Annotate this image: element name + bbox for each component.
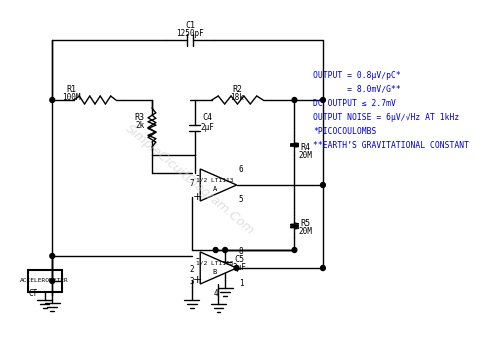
Text: R1: R1 <box>66 86 76 94</box>
Text: 18k: 18k <box>231 93 245 103</box>
Text: 20M: 20M <box>299 151 313 161</box>
Circle shape <box>292 98 297 103</box>
Text: 1/2 LT1113: 1/2 LT1113 <box>196 261 234 266</box>
Text: R3: R3 <box>135 113 145 121</box>
Text: 100M: 100M <box>62 93 80 103</box>
Text: +: + <box>193 275 202 285</box>
Circle shape <box>223 248 228 252</box>
Text: +: + <box>193 192 202 202</box>
Circle shape <box>320 266 325 270</box>
Text: A: A <box>213 186 217 192</box>
Text: R2: R2 <box>233 86 243 94</box>
Text: -: - <box>196 170 200 180</box>
Text: C5: C5 <box>235 255 245 265</box>
Text: *PICOCOULOMBS: *PICOCOULOMBS <box>313 127 377 135</box>
Text: 5: 5 <box>239 194 244 204</box>
Text: **EARTH’S GRAVITATIONAL CONSTANT: **EARTH’S GRAVITATIONAL CONSTANT <box>313 140 470 149</box>
Text: C1: C1 <box>185 20 195 30</box>
Text: CT: CT <box>28 290 38 298</box>
Circle shape <box>320 182 325 188</box>
Text: 2: 2 <box>190 266 194 275</box>
Text: 3: 3 <box>190 278 194 286</box>
Text: ACCELEROMETER: ACCELEROMETER <box>20 279 69 283</box>
Bar <box>28 270 62 292</box>
Text: R5: R5 <box>301 219 311 227</box>
Text: 2μF: 2μF <box>200 122 214 132</box>
Text: 2μF: 2μF <box>233 264 247 272</box>
Text: 6: 6 <box>239 164 244 174</box>
Text: DC OUTPUT ≤ 2.7mV: DC OUTPUT ≤ 2.7mV <box>313 99 396 107</box>
Circle shape <box>292 248 297 252</box>
Circle shape <box>234 266 239 270</box>
Text: 20M: 20M <box>299 227 313 237</box>
Circle shape <box>50 279 54 283</box>
Text: C4: C4 <box>202 114 212 122</box>
Text: R4: R4 <box>301 143 311 151</box>
Text: = 8.0mV∕G**: = 8.0mV∕G** <box>313 85 401 93</box>
Circle shape <box>50 98 54 103</box>
Text: 8: 8 <box>239 248 244 256</box>
Text: 1/2 LT1113: 1/2 LT1113 <box>196 178 234 182</box>
Polygon shape <box>200 169 237 201</box>
Text: 2k: 2k <box>135 121 144 131</box>
Circle shape <box>320 98 325 103</box>
Text: SimpleCicuitDiagram.Com: SimpleCicuitDiagram.Com <box>123 122 257 238</box>
Text: -: - <box>196 253 200 263</box>
Text: OUTPUT NOISE = 6μV∕√Hz AT 1kHz: OUTPUT NOISE = 6μV∕√Hz AT 1kHz <box>313 113 460 121</box>
Text: B: B <box>213 269 217 275</box>
Circle shape <box>50 253 54 258</box>
Text: 1: 1 <box>239 280 244 288</box>
Circle shape <box>213 248 218 252</box>
Text: 7: 7 <box>190 178 194 188</box>
Text: 1250pF: 1250pF <box>176 29 204 38</box>
Polygon shape <box>200 252 237 284</box>
Text: OUTPUT = 0.8μV∕pC*: OUTPUT = 0.8μV∕pC* <box>313 71 401 79</box>
Text: 4: 4 <box>213 288 218 297</box>
